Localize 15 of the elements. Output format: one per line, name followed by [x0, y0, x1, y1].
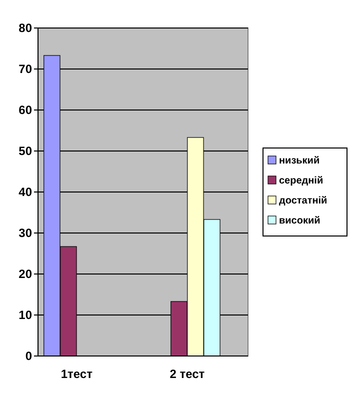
y-tick-label: 40: [18, 185, 32, 200]
y-tick-label: 70: [18, 62, 32, 76]
y-tick-label: 10: [18, 308, 32, 322]
legend-label: середній: [279, 176, 324, 186]
x-tick-label: 2 тест: [170, 367, 205, 381]
y-tick-label: 20: [18, 267, 32, 282]
y-tick-label: 60: [18, 103, 32, 118]
legend-label: низький: [279, 156, 320, 166]
y-tick-label: 30: [18, 226, 32, 240]
y-tick-label: 0: [25, 349, 32, 364]
legend-label: високий: [279, 216, 320, 226]
y-tick-label: 50: [18, 144, 32, 158]
x-tick-label: 1тест: [60, 367, 93, 381]
y-tick-label: 80: [18, 21, 32, 36]
legend-label: достатній: [279, 196, 328, 206]
